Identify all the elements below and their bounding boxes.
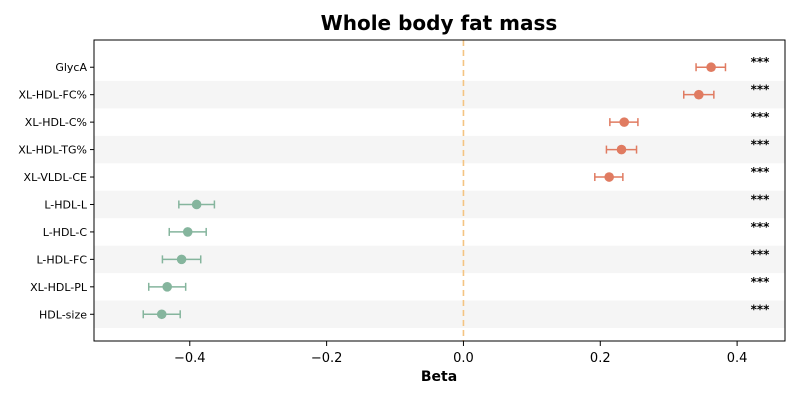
x-tick-label-4: 0.4 [727,351,748,366]
x-tick-label-0: −0.4 [174,351,206,366]
row-band-7 [94,245,785,274]
point-9 [156,309,167,320]
y-tick-label-1: XL-HDL-FC% [18,89,87,102]
point-1 [693,89,704,100]
plot-frame [93,39,786,342]
row-bands [94,80,785,328]
point-6 [182,227,193,237]
row-band-3 [94,135,785,164]
x-tick-label-3: 0.2 [590,351,611,366]
point-8 [162,282,173,292]
significance-label-9: *** [751,302,771,316]
y-tick-label-0: GlycA [55,61,87,74]
significance-label-2: *** [751,110,771,124]
point-3 [616,144,627,155]
point-0 [706,62,716,73]
y-tick-label-8: XL-HDL-PL [30,281,88,294]
y-tick-label-6: L-HDL-C [43,226,88,239]
significance-label-8: *** [751,275,771,289]
point-4 [604,172,614,182]
y-tick-label-2: XL-HDL-C% [25,116,87,129]
significance-label-4: *** [751,165,771,179]
x-axis: −0.4 −0.2 0.0 0.2 0.4 [174,341,747,366]
y-axis: GlycA XL-HDL-FC% XL-HDL-C% XL-HDL-TG% XL-VLD… [18,61,94,321]
significance-label-5: *** [751,192,771,206]
significance-label-7: *** [751,247,771,261]
point-7 [176,254,187,265]
point-2 [619,117,630,127]
row-band-9 [94,300,785,328]
x-tick-label-2: 0.0 [453,351,474,366]
y-tick-label-7: L-HDL-FC [36,253,87,266]
chart-title: Whole body fat mass [321,11,558,35]
x-axis-label: Beta [421,369,457,385]
data-marks: *** *** *** *** *** *** *** *** *** *** [142,55,771,320]
significance-label-6: *** [751,220,771,234]
y-tick-label-3: XL-HDL-TG% [18,144,87,157]
y-tick-label-5: L-HDL-L [44,198,88,211]
y-tick-label-9: HDL-size [39,308,87,321]
significance-label-0: *** [751,55,771,69]
significance-label-3: *** [751,138,771,152]
row-band-1 [94,80,785,109]
point-5 [191,199,202,210]
y-tick-label-4: XL-VLDL-CE [24,171,88,184]
x-tick-label-1: −0.2 [311,351,343,366]
significance-label-1: *** [751,83,771,97]
